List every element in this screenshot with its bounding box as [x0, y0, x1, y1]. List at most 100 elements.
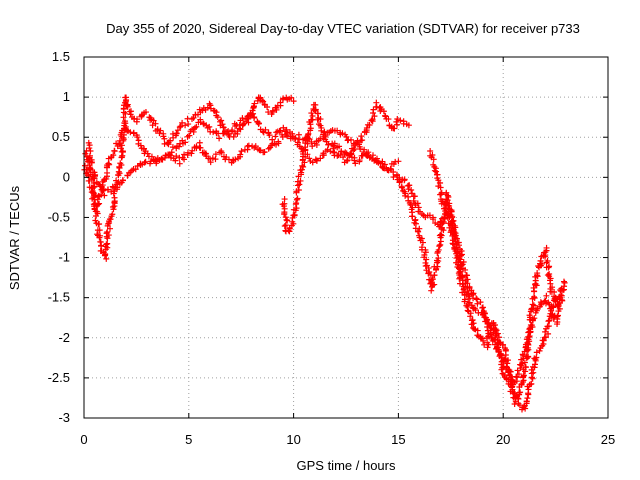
- data-point: [104, 186, 111, 193]
- data-point: [537, 299, 544, 306]
- data-point: [186, 132, 193, 139]
- data-point: [446, 202, 453, 209]
- data-point: [281, 223, 288, 230]
- y-axis-ticks: -3 -2.5 -2 -1.5 -1 -0.5 0 0.5 1 1.5: [48, 49, 608, 425]
- data-point: [463, 302, 470, 309]
- series-track-f: [405, 182, 567, 388]
- data-point: [266, 132, 273, 139]
- data-point: [432, 220, 439, 227]
- data-point: [437, 184, 444, 191]
- data-point: [554, 313, 561, 320]
- data-point: [435, 255, 442, 262]
- data-point: [282, 222, 289, 229]
- y-tick-label: -3: [58, 410, 70, 425]
- data-point: [137, 142, 144, 149]
- data-point: [245, 115, 252, 122]
- data-point: [103, 175, 110, 182]
- data-point: [309, 113, 316, 120]
- data-point: [103, 255, 110, 262]
- data-point: [117, 160, 124, 167]
- data-point: [373, 99, 380, 106]
- data-point: [308, 138, 315, 145]
- data-point: [122, 110, 129, 117]
- data-point: [423, 256, 430, 263]
- data-point: [313, 157, 320, 164]
- data-point: [290, 220, 297, 227]
- data-point: [436, 232, 443, 239]
- data-point: [385, 116, 392, 123]
- data-point: [188, 150, 195, 157]
- data-point: [111, 147, 118, 154]
- data-point: [294, 195, 301, 202]
- data-point: [419, 239, 426, 246]
- data-point: [236, 125, 243, 132]
- data-point: [537, 257, 544, 264]
- data-point: [91, 194, 98, 201]
- data-point: [408, 186, 415, 193]
- data-point: [430, 216, 437, 223]
- data-point: [552, 294, 559, 301]
- data-point: [387, 165, 394, 172]
- data-point: [176, 143, 183, 150]
- x-tick-label: 10: [286, 432, 300, 447]
- data-point: [531, 315, 538, 322]
- data-point: [309, 143, 316, 150]
- data-point: [369, 116, 376, 123]
- data-point: [462, 280, 469, 287]
- data-point: [118, 148, 125, 155]
- data-point: [381, 165, 388, 172]
- data-point: [443, 210, 450, 217]
- data-point: [117, 145, 124, 152]
- data-point: [474, 300, 481, 307]
- data-point: [440, 200, 447, 207]
- data-point: [82, 150, 89, 157]
- data-point: [441, 214, 448, 221]
- data-point: [308, 110, 315, 117]
- data-point: [521, 403, 528, 410]
- data-point: [158, 155, 165, 162]
- data-point: [523, 398, 530, 405]
- data-point: [343, 157, 350, 164]
- data-point: [174, 127, 181, 134]
- data-point: [314, 116, 321, 123]
- data-point: [528, 322, 535, 329]
- data-point: [528, 380, 535, 387]
- data-point: [219, 121, 226, 128]
- data-point: [124, 172, 131, 179]
- data-point: [220, 124, 227, 131]
- data-point: [225, 130, 232, 137]
- data-point: [344, 157, 351, 164]
- data-point: [560, 278, 567, 285]
- data-point: [469, 316, 476, 323]
- series-track-d: [279, 99, 412, 235]
- data-point: [154, 126, 161, 133]
- y-tick-label: -1: [58, 250, 70, 265]
- data-point: [321, 128, 328, 135]
- series-track-a: [81, 110, 412, 215]
- data-point: [218, 149, 225, 156]
- data-point: [380, 108, 387, 115]
- data-point: [154, 155, 161, 162]
- data-point: [322, 133, 329, 140]
- data-point: [561, 279, 568, 286]
- data-point: [390, 169, 397, 176]
- data-point: [336, 143, 343, 150]
- data-point: [495, 339, 502, 346]
- data-point: [499, 341, 506, 348]
- data-point: [515, 371, 522, 378]
- data-point: [461, 296, 468, 303]
- data-point: [437, 231, 444, 238]
- data-point: [347, 136, 354, 143]
- data-point: [375, 159, 382, 166]
- data-point: [526, 326, 533, 333]
- data-point: [405, 186, 412, 193]
- data-point: [165, 151, 172, 158]
- data-point: [132, 166, 139, 173]
- data-point: [525, 334, 532, 341]
- data-point: [295, 186, 302, 193]
- data-point: [433, 168, 440, 175]
- data-point: [352, 160, 359, 167]
- data-point: [283, 131, 290, 138]
- data-point: [295, 131, 302, 138]
- data-point: [141, 159, 148, 166]
